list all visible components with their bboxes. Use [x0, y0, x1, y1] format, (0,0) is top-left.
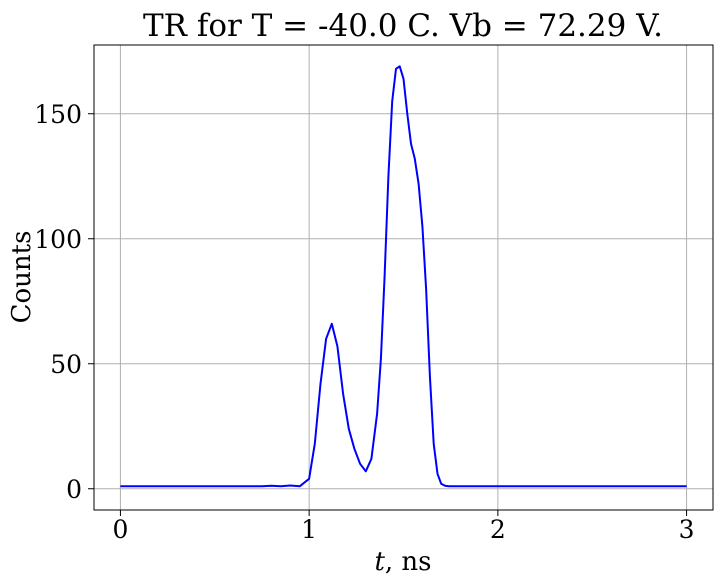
x-tick-label: 2	[490, 515, 506, 544]
y-tick-label: 150	[34, 100, 82, 129]
plot-area-frame	[93, 44, 714, 511]
grid	[94, 45, 713, 510]
x-tick-label: 1	[301, 515, 317, 544]
series-line	[120, 65, 687, 488]
x-axis-label: t, ns	[374, 547, 431, 577]
x-axis-label-variable: t	[374, 547, 385, 577]
x-tick-label: 3	[679, 515, 695, 544]
x-axis-label-unit: , ns	[385, 547, 432, 577]
y-tick-label: 50	[50, 350, 82, 379]
y-tick-label: 0	[66, 475, 82, 504]
x-tick-label: 0	[112, 515, 128, 544]
chart-title: TR for T = -40.0 C. Vb = 72.29 V.	[143, 8, 663, 44]
ticks: 0 1 2 3 0 50 100 150	[34, 100, 694, 544]
y-tick-label: 100	[34, 225, 82, 254]
y-axis-label: Counts	[7, 231, 37, 324]
